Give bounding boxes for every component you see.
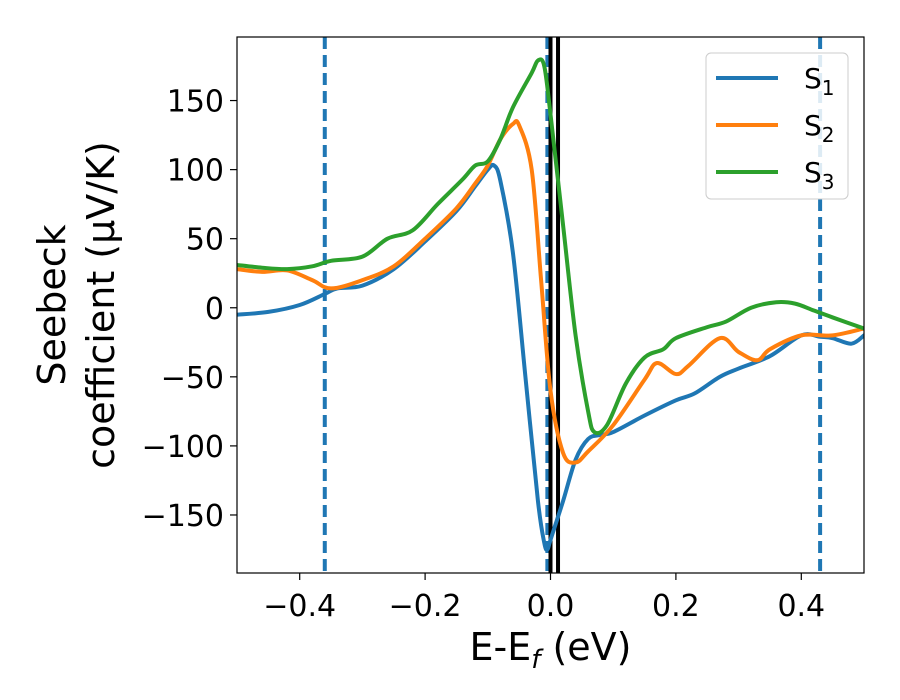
y-axis-label-line2: coefficient (μV/K): [79, 141, 123, 469]
legend-label-s3: S3: [804, 156, 835, 194]
series-line-s3: [237, 57, 864, 436]
y-tick-label: −50: [161, 361, 224, 396]
y-tick-label: 50: [186, 223, 224, 258]
x-tick-label: 0.0: [527, 589, 575, 624]
x-axis-label-unit: (eV): [540, 625, 631, 669]
x-tick-label: −0.4: [263, 589, 336, 624]
x-tick-label: 0.4: [777, 589, 825, 624]
legend-label-s1: S1: [804, 62, 835, 100]
x-tick-label: −0.2: [389, 589, 462, 624]
y-tick-label: 100: [167, 154, 224, 189]
series-line-s2: [237, 119, 864, 465]
plot-area: [237, 37, 864, 573]
x-axis-label-main: E-E: [470, 625, 532, 669]
y-axis: −150 −100 −50 0 50 100 150: [142, 85, 237, 534]
series-lines: [237, 57, 864, 552]
legend: S1 S2 S3: [705, 52, 849, 200]
series-line-s1: [237, 162, 864, 552]
y-tick-label: 150: [167, 85, 224, 120]
y-axis-label: Seebeck coefficient (μV/K): [30, 141, 123, 469]
y-tick-label: 0: [205, 292, 224, 327]
legend-label-s2: S2: [804, 109, 835, 147]
x-axis: −0.4 −0.2 0.0 0.2 0.4: [263, 573, 825, 624]
y-tick-label: −150: [142, 499, 224, 534]
y-tick-label: −100: [142, 430, 224, 465]
x-axis-label: E-Ef (eV): [470, 625, 632, 675]
x-tick-label: 0.2: [652, 589, 700, 624]
y-axis-label-line1: Seebeck: [30, 224, 74, 385]
